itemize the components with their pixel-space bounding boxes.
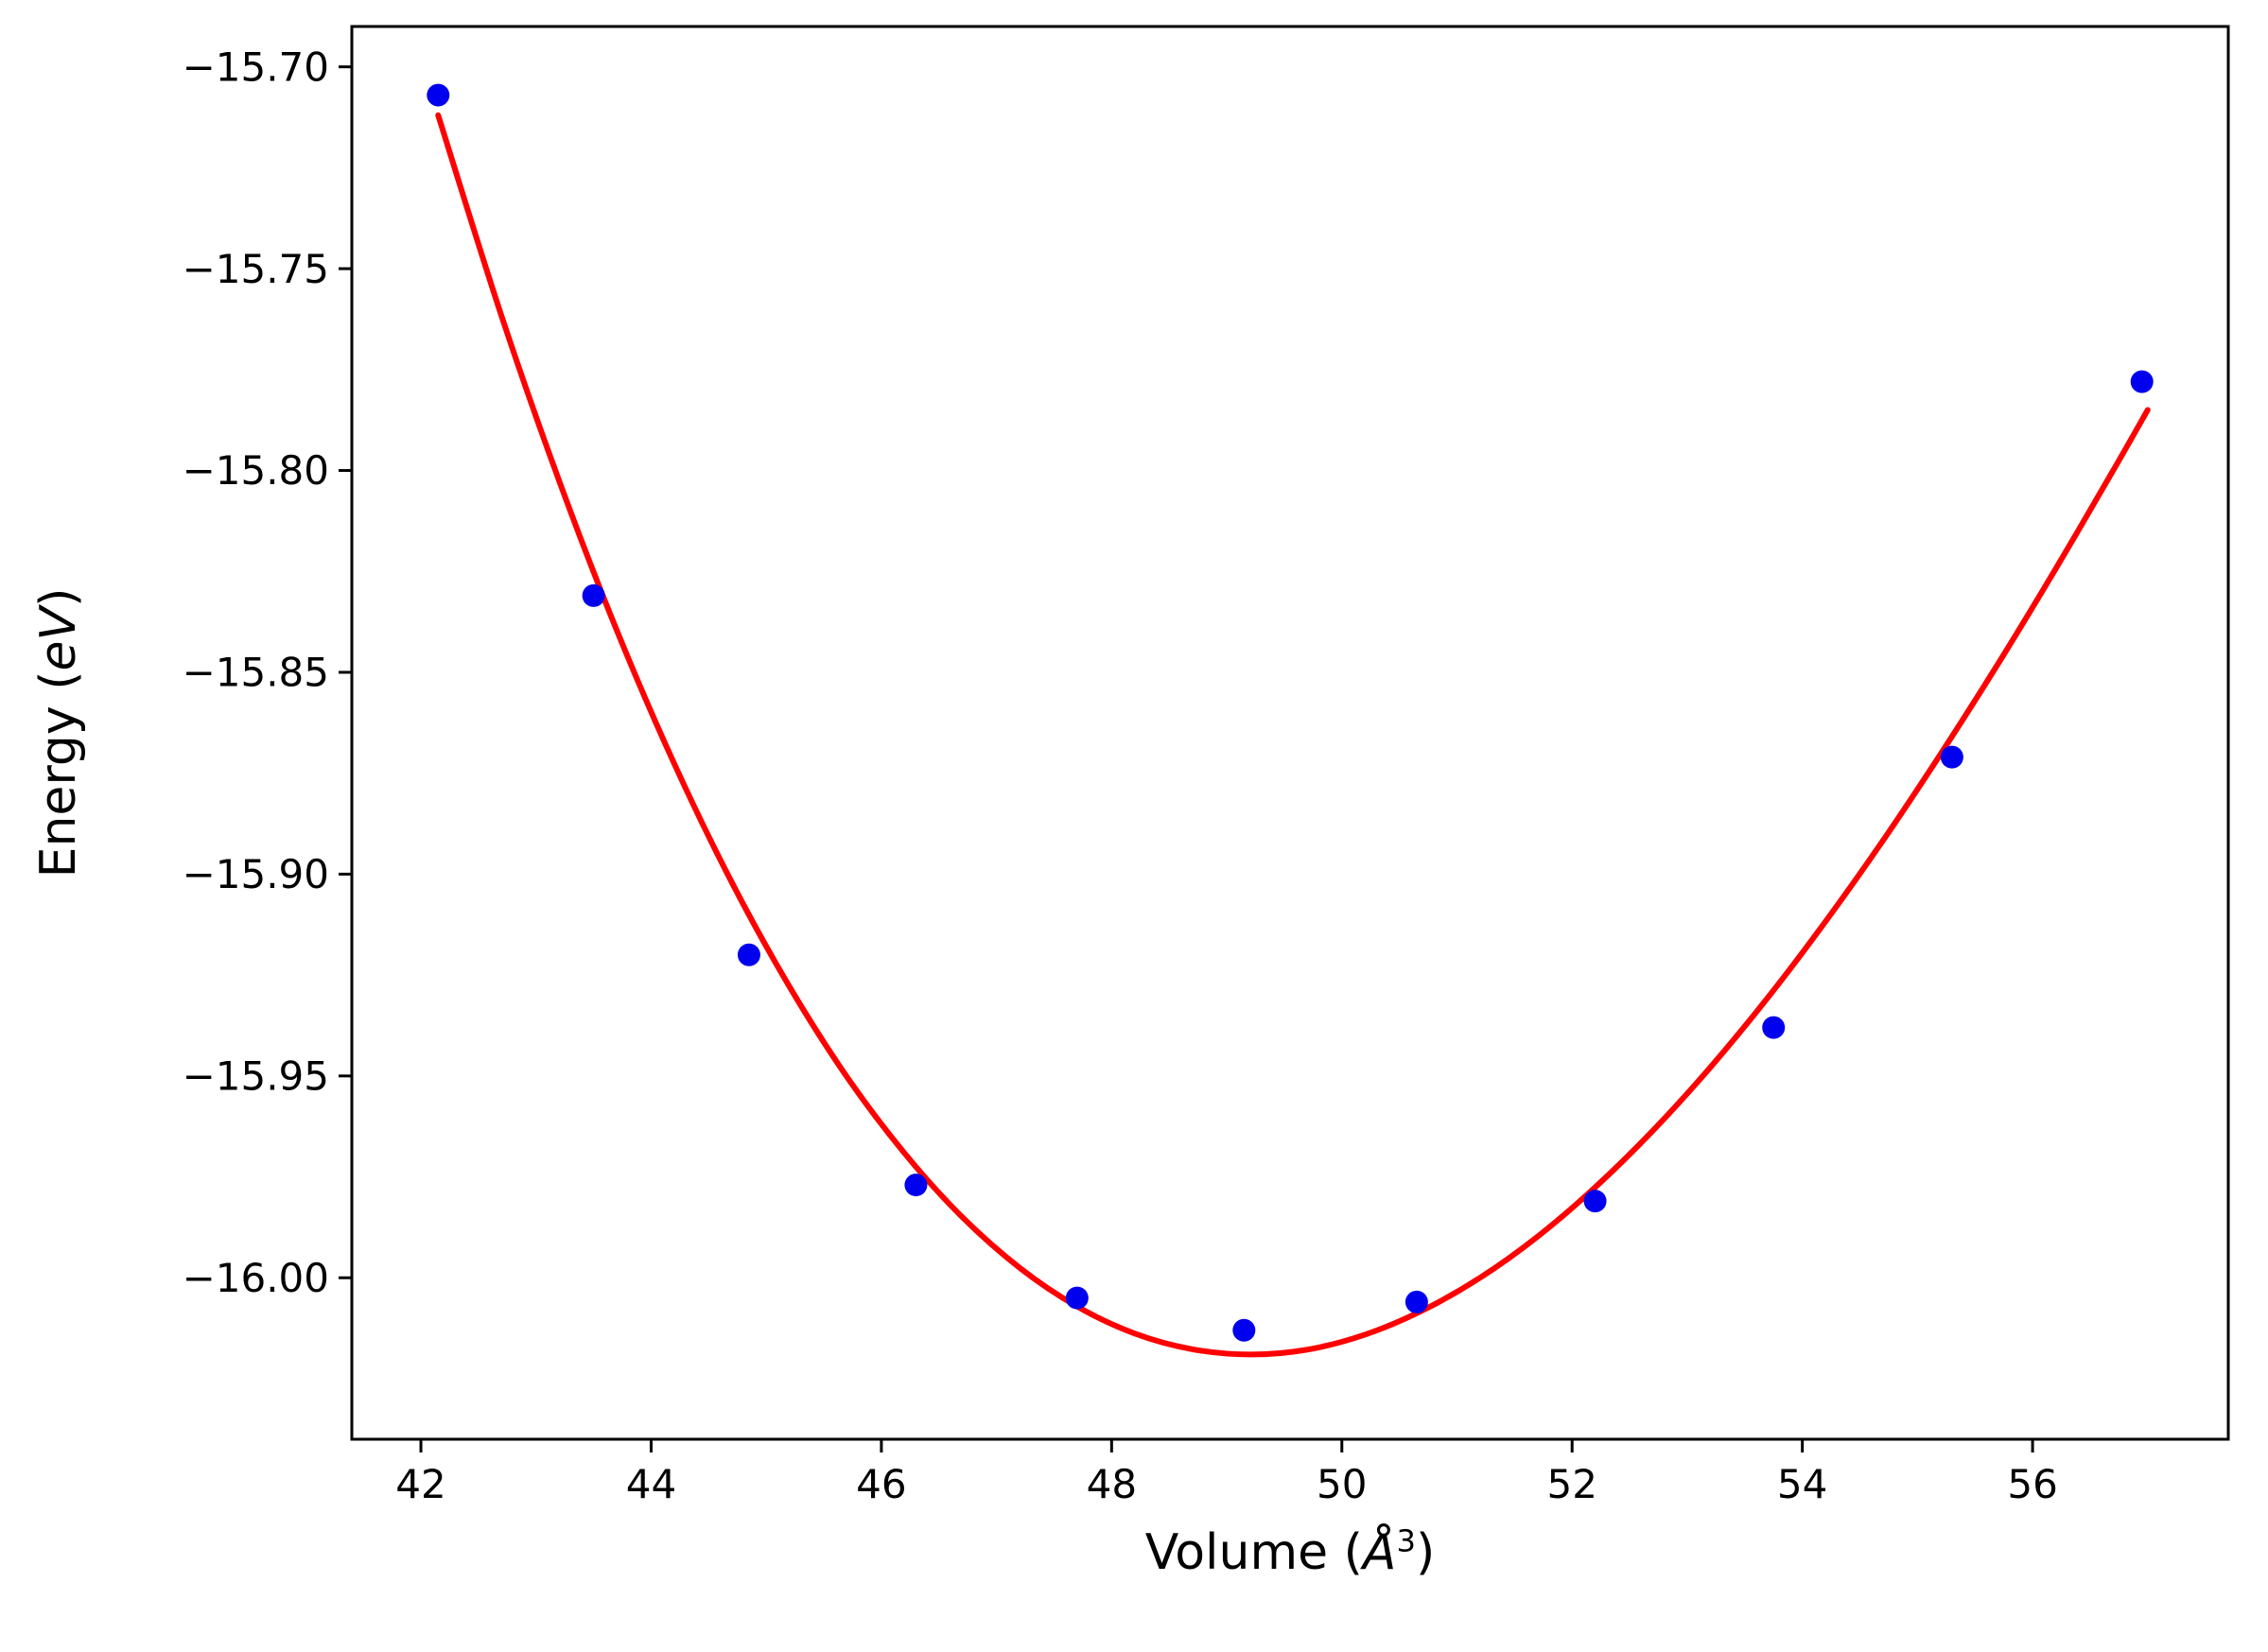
x-axis-label-text: Volume ( — [1144, 1524, 1363, 1581]
x-tick-label: 50 — [1317, 1461, 1367, 1507]
x-axis-label-suffix: ) — [1416, 1524, 1436, 1581]
data-point — [1940, 745, 1963, 769]
y-tick-label: −15.90 — [183, 851, 329, 897]
data-point — [904, 1174, 928, 1197]
x-axis-label-superscript: 3 — [1396, 1522, 1416, 1559]
data-point — [1762, 1016, 1786, 1039]
y-tick-label: −16.00 — [183, 1255, 329, 1301]
x-tick-label: 46 — [856, 1461, 906, 1507]
x-tick-label: 56 — [2007, 1461, 2057, 1507]
data-point — [1065, 1286, 1089, 1310]
x-tick-label: 48 — [1087, 1461, 1137, 1507]
data-point — [2130, 370, 2154, 393]
eos-fit-curve — [435, 112, 2151, 1358]
y-tick-label: −15.75 — [183, 246, 329, 292]
y-axis-label: Energy (eV) — [30, 588, 87, 878]
data-point — [737, 943, 760, 966]
x-axis-label: Volume (Å3) — [352, 1524, 2228, 1581]
y-tick-label: −15.85 — [183, 650, 329, 696]
x-tick-label: 54 — [1777, 1461, 1827, 1507]
data-point — [1232, 1318, 1256, 1342]
data-point — [1404, 1290, 1428, 1313]
y-axis-label-text: Energy ( — [30, 670, 87, 878]
y-tick-label: −15.95 — [183, 1053, 329, 1100]
x-tick-label: 42 — [395, 1461, 445, 1507]
x-tick-label: 44 — [626, 1461, 676, 1507]
data-point — [582, 583, 605, 607]
y-tick-label: −15.80 — [183, 447, 329, 494]
data-point — [1583, 1190, 1607, 1213]
data-point — [427, 83, 450, 107]
x-tick-label: 52 — [1546, 1461, 1596, 1507]
axes-spines — [350, 25, 2230, 1441]
x-axis-label-math-symbol: Å — [1362, 1524, 1397, 1581]
y-axis-label-suffix: ) — [30, 587, 87, 607]
y-tick-label: −15.70 — [183, 43, 329, 90]
y-axis-label-math-symbol: eV — [30, 606, 87, 671]
